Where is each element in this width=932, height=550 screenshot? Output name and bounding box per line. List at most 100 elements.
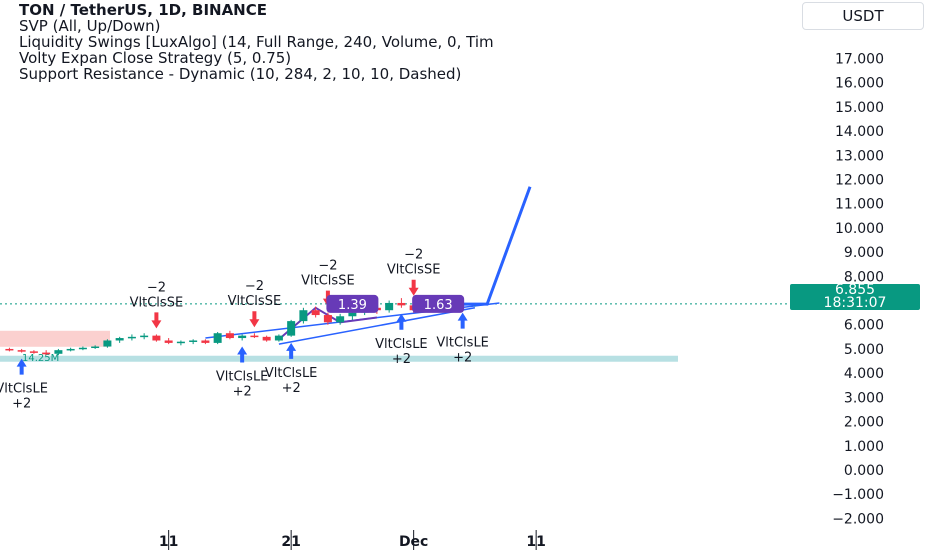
y-axis-tick-label: 10.000 xyxy=(835,221,884,237)
signal-qty: −2 xyxy=(147,280,166,295)
symbol-title[interactable]: TON / TetherUS, 1D, BINANCE xyxy=(19,2,267,19)
y-axis-tick-label: 9.000 xyxy=(844,245,884,261)
y-axis-tick-label: 2.000 xyxy=(844,415,884,431)
y-axis-tick-label: 4.000 xyxy=(844,366,884,382)
y-axis-tick-label: 13.000 xyxy=(835,148,884,164)
long-entry-arrow xyxy=(237,346,248,363)
last-price-tag: 6.855 18:31:07 xyxy=(790,282,920,311)
legend-line-support[interactable]: Support Resistance - Dynamic (10, 284, 2… xyxy=(19,65,462,82)
legend-line-strategy[interactable]: Volty Expan Close Strategy (5, 0.75) xyxy=(19,49,292,67)
bar-countdown: 18:31:07 xyxy=(823,295,887,311)
candle-body xyxy=(189,340,198,342)
candle-body xyxy=(140,335,149,338)
last-price: 6.855 xyxy=(834,282,876,298)
candle-body xyxy=(274,335,283,341)
candle-body xyxy=(323,315,332,323)
y-axis-tick-label: 14.000 xyxy=(835,124,884,140)
signal-label: VltClsLE xyxy=(436,336,489,351)
candle-body xyxy=(348,312,357,317)
y-axis-tick-label: 6.000 xyxy=(844,318,884,334)
candle-body xyxy=(176,341,185,344)
candle-body xyxy=(127,336,136,339)
y-axis-tick-label: −1.000 xyxy=(832,487,884,503)
candle-body xyxy=(66,348,75,351)
y-axis-tick-label: 3.000 xyxy=(844,390,884,406)
long-entry-arrow xyxy=(286,342,297,359)
candle-body xyxy=(103,340,112,347)
signal-label: VltClsLE xyxy=(375,337,428,352)
candle-body xyxy=(91,346,100,349)
signal-qty: −2 xyxy=(245,279,264,294)
candle-body xyxy=(42,352,51,355)
candle-body xyxy=(250,335,259,338)
candle-body xyxy=(201,340,210,343)
trade-badge-text: 1.63 xyxy=(424,298,453,313)
volume-profile-bar xyxy=(0,330,110,347)
short-entry-arrow xyxy=(249,311,260,328)
long-entry-arrow xyxy=(16,358,27,375)
candle-body xyxy=(238,335,247,339)
y-axis-tick-label: 12.000 xyxy=(835,172,884,188)
candle-body xyxy=(287,321,296,336)
y-axis-tick-label: −2.000 xyxy=(832,511,884,527)
candle-body xyxy=(164,340,173,343)
candle-body xyxy=(29,351,38,353)
candle-body xyxy=(311,310,320,316)
signal-qty: +2 xyxy=(233,384,252,399)
candle-body xyxy=(299,310,308,322)
y-axis-tick-label: 1.000 xyxy=(844,439,884,455)
signal-qty: −2 xyxy=(404,248,423,263)
liquidity-zone xyxy=(0,355,678,362)
signal-label: VltClsLE xyxy=(0,382,48,397)
signal-label: VltClsSE xyxy=(301,274,355,289)
y-axis-tick-label: 0.000 xyxy=(844,463,884,479)
trade-badge xyxy=(326,294,379,313)
candle-body xyxy=(213,333,222,343)
signal-qty: +2 xyxy=(392,352,411,367)
plot-area: 14.25MVltClsLE+2VltClsSE−2VltClsLE+2VltC… xyxy=(0,186,790,412)
legend-line-liquidity[interactable]: Liquidity Swings [LuxAlgo] (14, Full Ran… xyxy=(19,33,494,51)
candle-body xyxy=(17,350,26,352)
x-axis[interactable]: 11 21 Dec 11 xyxy=(159,530,546,550)
trade-badge-text: 1.39 xyxy=(338,298,367,313)
y-axis-tick-label: 8.000 xyxy=(844,269,884,285)
signal-qty: −2 xyxy=(318,259,337,274)
signal-label: VltClsSE xyxy=(130,295,184,310)
trade-badge xyxy=(412,294,465,313)
long-entry-arrow xyxy=(396,313,407,330)
x-axis-tick-label: 21 xyxy=(281,534,300,550)
signal-label: VltClsLE xyxy=(265,366,318,381)
y-axis-tick-label: 5.000 xyxy=(844,342,884,358)
candle-body xyxy=(385,302,394,311)
projection-line xyxy=(462,186,532,306)
candle-body xyxy=(5,348,14,351)
trend-line-lower xyxy=(278,307,476,345)
legend: TON / TetherUS, 1D, BINANCE SVP (All, Up… xyxy=(19,2,779,82)
signal-qty: +2 xyxy=(282,381,301,396)
x-axis-tick-label: 11 xyxy=(159,534,178,550)
signal-label: VltClsSE xyxy=(387,263,441,278)
candle-body xyxy=(397,302,406,306)
y-axis-tick-label: 11.000 xyxy=(835,197,884,213)
short-entry-arrow xyxy=(408,279,419,296)
candle-body xyxy=(262,336,271,341)
legend-line-svp[interactable]: SVP (All, Up/Down) xyxy=(19,17,161,35)
currency-unit-button[interactable]: USDT xyxy=(802,2,924,30)
short-entry-arrow xyxy=(151,312,162,329)
long-entry-arrow xyxy=(457,312,468,329)
x-axis-tick-label: 11 xyxy=(526,534,545,550)
y-axis-tick-label: 17.000 xyxy=(835,51,884,67)
candle-body xyxy=(78,347,87,350)
signal-label: VltClsLE xyxy=(216,369,269,384)
liquidity-label: 14.25M xyxy=(22,353,59,364)
candle-body xyxy=(115,338,124,341)
y-axis-tick-label: 16.000 xyxy=(835,76,884,92)
candle-body xyxy=(336,316,345,323)
candle-body xyxy=(152,335,161,341)
signal-label: VltClsSE xyxy=(228,294,282,309)
candle-body xyxy=(225,333,234,339)
signal-qty: +2 xyxy=(12,397,31,412)
x-axis-tick-label: Dec xyxy=(399,534,428,550)
y-axis-tick-label: 15.000 xyxy=(835,100,884,116)
